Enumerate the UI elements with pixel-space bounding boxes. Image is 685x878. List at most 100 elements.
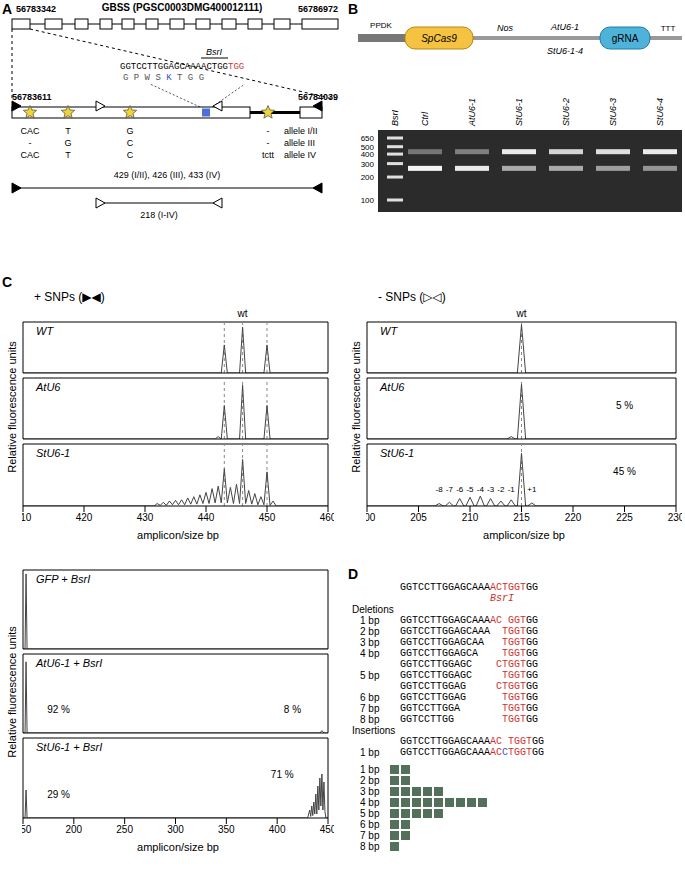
svg-text:200: 200 xyxy=(361,173,375,182)
svg-text:PPDK: PPDK xyxy=(370,21,392,30)
html-text:amplicon/size bp: amplicon/size bp xyxy=(137,529,219,541)
svg-text:-6: -6 xyxy=(456,485,464,494)
svg-text:220: 220 xyxy=(565,512,582,523)
svg-text:A: A xyxy=(8,1,12,17)
svg-text:T: T xyxy=(65,150,71,160)
html-text:amplicon/size bp: amplicon/size bp xyxy=(137,841,219,853)
svg-text:Nos: Nos xyxy=(497,23,514,33)
svg-text:TTT: TTT xyxy=(661,24,676,33)
svg-text:400: 400 xyxy=(361,150,375,159)
svg-text:250: 250 xyxy=(116,824,133,835)
svg-text:8 %: 8 % xyxy=(284,704,301,715)
svg-text:300: 300 xyxy=(361,160,375,169)
svg-text:Ctrl: Ctrl xyxy=(420,111,430,126)
svg-text:BsrI: BsrI xyxy=(206,47,223,57)
svg-text:C: C xyxy=(127,138,134,148)
html-text:StU6-1: StU6-1 xyxy=(36,447,71,459)
svg-text:-8: -8 xyxy=(436,485,444,494)
html-text:- SNPs (▷◁): - SNPs (▷◁) xyxy=(378,290,446,304)
html-text:WT: WT xyxy=(380,325,398,337)
svg-text:450: 450 xyxy=(259,512,276,523)
svg-text:SpCas9: SpCas9 xyxy=(421,33,457,44)
svg-text:-: - xyxy=(29,138,32,148)
svg-text:T: T xyxy=(65,126,71,136)
svg-text:420: 420 xyxy=(76,512,93,523)
html-text:WT: WT xyxy=(36,325,54,337)
svg-text:350: 350 xyxy=(218,824,235,835)
html-text:amplicon/size bp: amplicon/size bp xyxy=(483,529,565,541)
svg-text:-: - xyxy=(267,126,270,136)
svg-text:150: 150 xyxy=(22,824,32,835)
svg-text:wt: wt xyxy=(237,308,248,319)
svg-text:200: 200 xyxy=(366,512,376,523)
html-text:GFP + BsrI: GFP + BsrI xyxy=(36,573,91,585)
svg-text:400: 400 xyxy=(269,824,286,835)
svg-text:650: 650 xyxy=(361,134,375,143)
svg-text:430: 430 xyxy=(137,512,154,523)
svg-text:CAC: CAC xyxy=(20,126,40,136)
svg-text:56784039: 56784039 xyxy=(298,92,338,102)
svg-text:-7: -7 xyxy=(446,485,454,494)
svg-text:92 %: 92 % xyxy=(47,704,70,715)
svg-text:429 (I/II), 426 (III), 433 (IV: 429 (I/II), 426 (III), 433 (IV) xyxy=(114,170,221,180)
html-text:Relative fluorescence units: Relative fluorescence units xyxy=(6,341,18,473)
svg-text:BsrI: BsrI xyxy=(390,110,400,127)
svg-text:StU6-2: StU6-2 xyxy=(561,98,571,126)
svg-text:AtU6-1: AtU6-1 xyxy=(550,22,579,32)
svg-text:+1: +1 xyxy=(527,485,537,494)
svg-text:GGTCCTTGGAGCAAAACTGGTGG: GGTCCTTGGAGCAAAACTGGTGG xyxy=(120,62,244,72)
svg-text:CAC: CAC xyxy=(20,150,40,160)
svg-text:tctt: tctt xyxy=(262,150,275,160)
html-text:Relative fluorescence units: Relative fluorescence units xyxy=(350,341,362,473)
svg-text:-3: -3 xyxy=(487,485,495,494)
svg-text:StU6-4: StU6-4 xyxy=(655,98,665,126)
svg-text:230: 230 xyxy=(668,512,677,523)
svg-text:56783611: 56783611 xyxy=(12,92,52,102)
svg-text:210: 210 xyxy=(462,512,479,523)
svg-text:-: - xyxy=(267,138,270,148)
svg-text:410: 410 xyxy=(22,512,32,523)
svg-text:200: 200 xyxy=(65,824,82,835)
svg-text:56786972: 56786972 xyxy=(298,4,338,14)
svg-text:AtU6-1: AtU6-1 xyxy=(467,98,477,127)
svg-text:450: 450 xyxy=(320,824,334,835)
svg-text:StU6-1-4: StU6-1-4 xyxy=(547,46,583,56)
html-text:AtU6: AtU6 xyxy=(380,381,405,393)
html-text:AtU6-1 + BsrI: AtU6-1 + BsrI xyxy=(36,657,103,669)
svg-text:29 %: 29 % xyxy=(47,789,70,800)
html-text:+ SNPs (▶◀): + SNPs (▶◀) xyxy=(34,290,105,304)
html-text:AtU6: AtU6 xyxy=(36,381,61,393)
svg-text:gRNA: gRNA xyxy=(612,33,639,44)
svg-text:215: 215 xyxy=(513,512,530,523)
svg-text:-5: -5 xyxy=(466,485,474,494)
svg-text:C: C xyxy=(127,150,134,160)
svg-text:5 %: 5 % xyxy=(616,400,633,411)
svg-text:225: 225 xyxy=(616,512,633,523)
svg-text:allele IV: allele IV xyxy=(284,150,316,160)
svg-text:-1: -1 xyxy=(508,485,516,494)
svg-text:440: 440 xyxy=(198,512,215,523)
svg-text:allele III: allele III xyxy=(284,138,315,148)
svg-text:G: G xyxy=(64,138,71,148)
svg-text:StU6-1: StU6-1 xyxy=(514,98,524,126)
svg-text:45 %: 45 % xyxy=(613,466,636,477)
svg-text:71 %: 71 % xyxy=(271,769,294,780)
svg-text:B: B xyxy=(348,1,358,17)
svg-text:460: 460 xyxy=(320,512,334,523)
svg-text:G: G xyxy=(126,126,133,136)
svg-text:218 (I-IV): 218 (I-IV) xyxy=(140,210,178,220)
svg-text:300: 300 xyxy=(167,824,184,835)
svg-text:wt: wt xyxy=(516,308,527,319)
svg-text:56783342: 56783342 xyxy=(16,4,56,14)
svg-text:-2: -2 xyxy=(497,485,505,494)
svg-text:GBSS (PGSC0003DMG400012111): GBSS (PGSC0003DMG400012111) xyxy=(102,2,263,13)
svg-text:StU6-3: StU6-3 xyxy=(608,98,618,126)
html-text:StU6-1: StU6-1 xyxy=(380,447,415,459)
svg-text:205: 205 xyxy=(410,512,427,523)
html-text:Relative fluorescence units: Relative fluorescence units xyxy=(6,626,18,758)
svg-text:-4: -4 xyxy=(477,485,485,494)
svg-text:G P W S K T G G: G P W S K T G G xyxy=(123,73,204,83)
html-text:StU6-1 + BsrI: StU6-1 + BsrI xyxy=(36,741,103,753)
svg-text:100: 100 xyxy=(361,196,375,205)
svg-text:allele I/II: allele I/II xyxy=(284,126,318,136)
